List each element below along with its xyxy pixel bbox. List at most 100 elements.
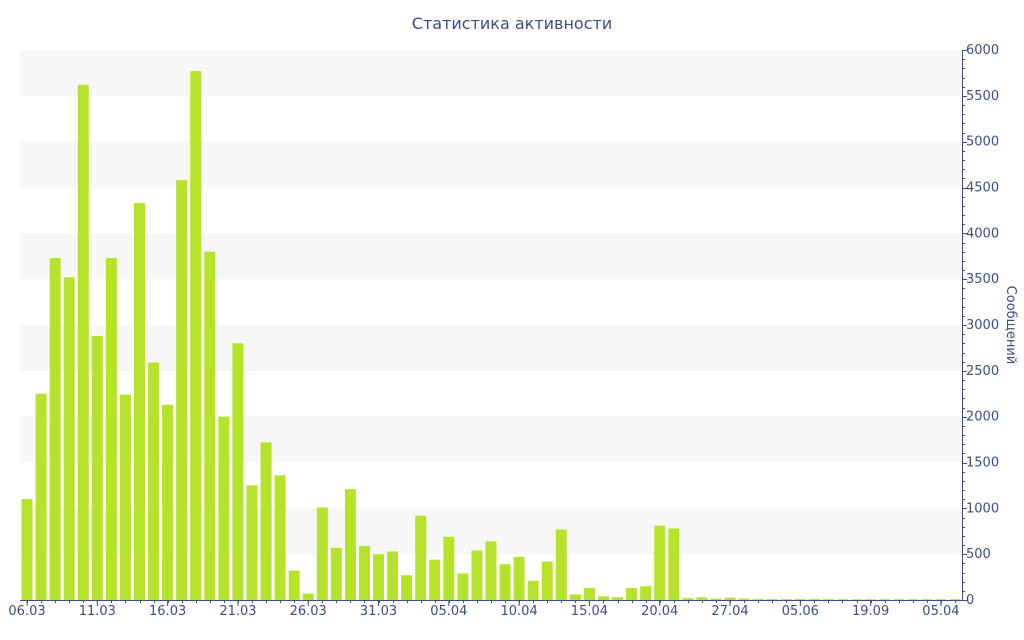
- y-axis-title: Сообщений: [1003, 286, 1018, 365]
- x-tick-label: 11.03: [79, 604, 116, 619]
- x-tick-label: 19.09: [852, 604, 889, 619]
- chart-title: Статистика активности: [411, 14, 613, 33]
- bar: [696, 597, 708, 600]
- bar: [555, 529, 567, 600]
- bar: [457, 573, 469, 600]
- bar: [569, 594, 581, 600]
- bar: [893, 599, 905, 600]
- grid-band: [20, 416, 962, 463]
- bar: [260, 442, 272, 600]
- y-tick-label: 4000: [966, 226, 999, 241]
- bar: [808, 599, 820, 600]
- bar: [879, 599, 891, 600]
- bar: [35, 393, 47, 600]
- bar: [429, 559, 441, 600]
- bar: [583, 588, 595, 600]
- bar: [21, 499, 33, 600]
- bar: [907, 599, 919, 600]
- y-tick-label: 2500: [966, 364, 999, 379]
- bar: [63, 277, 75, 600]
- grid-band: [20, 325, 962, 371]
- x-tick-label: 20.04: [641, 604, 678, 619]
- bar: [541, 561, 553, 600]
- x-tick-label: 05.04: [430, 604, 467, 619]
- bar: [597, 596, 609, 600]
- bar: [794, 599, 806, 600]
- bar: [344, 489, 356, 600]
- bar: [766, 599, 778, 600]
- bar: [162, 404, 174, 600]
- bar: [77, 84, 89, 601]
- x-tick-label: 26.03: [290, 604, 327, 619]
- bar: [49, 258, 61, 600]
- bar: [373, 554, 385, 600]
- bar: [232, 343, 244, 600]
- bar: [401, 575, 413, 600]
- bar: [443, 536, 455, 600]
- bar: [471, 550, 483, 600]
- y-tick-label: 0: [966, 593, 974, 608]
- y-tick-label: 2000: [966, 410, 999, 425]
- bar: [218, 416, 230, 600]
- bar: [837, 599, 848, 600]
- x-tick-label: 10.04: [501, 604, 538, 619]
- bar: [302, 593, 314, 600]
- y-tick-label: 3000: [966, 318, 999, 333]
- y-tick-label: 1000: [966, 501, 999, 516]
- bar: [119, 394, 131, 600]
- x-tick-label: 21.03: [219, 604, 256, 619]
- bar: [190, 71, 202, 601]
- y-tick-label: 1500: [966, 456, 999, 471]
- bar: [316, 507, 328, 600]
- bar: [415, 515, 427, 600]
- bar: [330, 547, 342, 600]
- bar: [358, 545, 370, 600]
- bar: [668, 528, 680, 600]
- y-tick-label: 5000: [966, 135, 999, 150]
- bar: [822, 599, 834, 600]
- y-tick-label: 500: [966, 547, 991, 562]
- bar: [148, 362, 160, 600]
- grid-band: [20, 141, 962, 188]
- bar: [204, 251, 216, 600]
- bar: [387, 551, 399, 600]
- bar: [499, 564, 511, 600]
- x-tick-label: 15.04: [571, 604, 608, 619]
- bar: [91, 336, 103, 600]
- bar: [949, 599, 961, 600]
- x-tick-label: 31.03: [360, 604, 397, 619]
- bar: [288, 570, 300, 600]
- bar: [176, 180, 188, 600]
- bar: [274, 475, 286, 600]
- bar: [640, 586, 652, 600]
- bar: [626, 588, 638, 600]
- bar: [682, 598, 694, 600]
- y-tick-label: 4500: [966, 181, 999, 196]
- grid-band: [20, 233, 962, 280]
- bar: [105, 258, 117, 600]
- bar: [780, 599, 792, 600]
- x-tick-label: 05.04: [922, 604, 959, 619]
- bar: [612, 597, 624, 600]
- x-tick-label: 05.06: [782, 604, 819, 619]
- bar: [134, 203, 145, 601]
- bar: [246, 485, 258, 600]
- bar: [738, 598, 750, 600]
- bar: [724, 597, 736, 600]
- y-tick-label: 6000: [966, 43, 999, 58]
- bar: [752, 599, 764, 600]
- bar: [921, 599, 933, 600]
- bar: [935, 599, 947, 600]
- bar: [513, 556, 525, 600]
- bar: [710, 598, 722, 600]
- bar: [851, 599, 863, 600]
- bar: [654, 525, 666, 600]
- bar: [865, 599, 877, 600]
- x-tick-label: 06.03: [8, 604, 45, 619]
- x-tick-label: 27.04: [711, 604, 748, 619]
- bar: [527, 580, 539, 600]
- y-tick-label: 5500: [966, 89, 999, 104]
- y-tick-label: 3500: [966, 272, 999, 287]
